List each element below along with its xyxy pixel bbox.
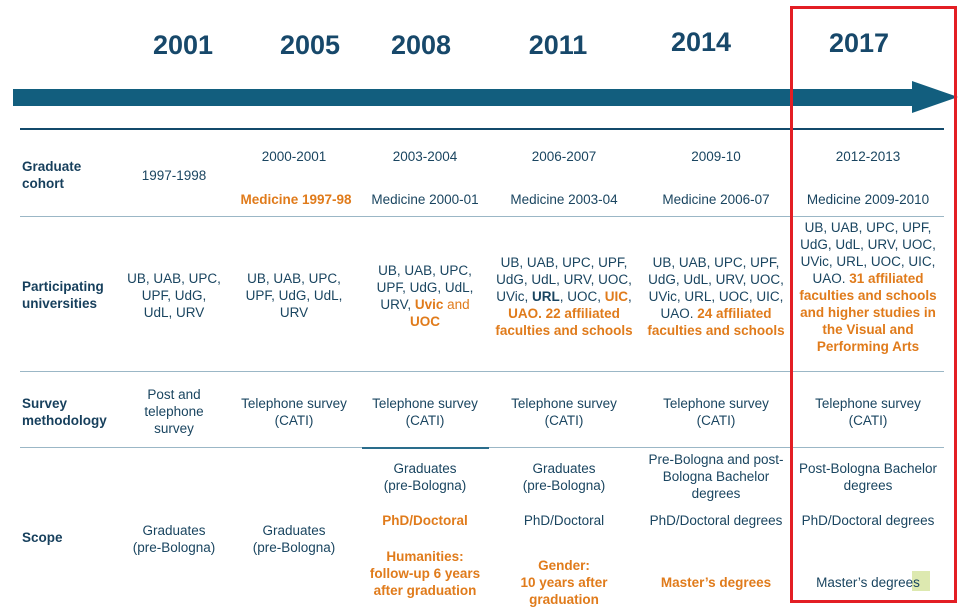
scope-2005: Graduates (pre-Bologna) [252,523,336,555]
methodology-2014: Telephone survey (CATI) [663,396,769,428]
scope-2011-graduates: Graduates (pre-Bologna) [522,461,606,493]
universities-2005: UB, UAB, UPC, UPF, UdG, UdL, URV [245,271,343,320]
row-label-participating-universities: Participating universities [22,279,104,311]
methodology-2017: Telephone survey (CATI) [815,396,921,428]
cohort-2001: 1997-1998 [141,168,207,183]
cohort-2017: 2012-2013 [835,149,901,164]
row-label-graduate-cohort: Graduate cohort [22,159,82,191]
year-2001: 2001 [152,30,214,60]
year-2014: 2014 [670,27,732,57]
cohort-2008: 2003-2004 [392,149,458,164]
cohort-2005: 2000-2001 [261,149,327,164]
scope-2011-gender: Gender: 10 years after graduation [520,558,608,607]
year-2017: 2017 [828,28,890,58]
row-divider-2 [20,371,944,372]
scope-2017-masters: Master’s degrees [816,575,920,590]
timeline-arrow-head [912,81,958,113]
universities-2017: UB, UAB, UPC, UPF, UdG, UdL, URV, UOC, U… [799,220,937,354]
scope-2008-graduates: Graduates (pre-Bologna) [383,461,467,493]
table-top-rule [20,128,944,130]
universities-2011: UB, UAB, UPC, UPF, UdG, UdL, URV, UOC, U… [495,255,633,338]
scope-2001: Graduates (pre-Bologna) [132,523,216,555]
timeline-arrow-shaft [13,89,918,106]
medicine-2008: Medicine 2000-01 [371,192,479,207]
year-2008: 2008 [390,30,452,60]
medicine-2011: Medicine 2003-04 [510,192,618,207]
row-divider-accent [362,447,489,449]
methodology-2011: Telephone survey (CATI) [511,396,617,428]
cohort-2014: 2009-10 [691,149,741,164]
medicine-2017: Medicine 2009-2010 [806,192,930,207]
medicine-2014: Medicine 2006-07 [662,192,770,207]
universities-2008: UB, UAB, UPC, UPF, UdG, UdL, URV, Uvic a… [376,263,474,329]
cell-highlight-marker [912,571,930,591]
medicine-2005: Medicine 1997-98 [240,192,352,207]
cohort-2011: 2006-2007 [531,149,597,164]
scope-2008-humanities: Humanities: follow-up 6 years after gradua… [369,549,481,598]
row-divider-1 [20,216,944,217]
scope-2014-masters: Master’s degrees [660,575,772,590]
methodology-2008: Telephone survey (CATI) [372,396,478,428]
universities-2014: UB, UAB, UPC, UPF, UdG, UdL, URV, UOC, U… [647,255,785,338]
methodology-2005: Telephone survey (CATI) [241,396,347,428]
scope-2011-phd: PhD/Doctoral [523,513,605,528]
scope-2014-bachelor: Pre-Bologna and post- Bologna Bachelor deg… [648,452,784,501]
year-2011: 2011 [528,30,588,60]
scope-2008-phd: PhD/Doctoral [382,513,468,528]
row-label-survey-methodology: Survey methodology [22,396,107,428]
scope-2014-phd: PhD/Doctoral degrees [649,513,783,528]
scope-2017-phd: PhD/Doctoral degrees [801,513,935,528]
row-label-scope: Scope [22,530,63,545]
methodology-2001: Post and telephone survey [144,387,204,436]
universities-2001: UB, UAB, UPC, UPF, UdG, UdL, URV [127,271,221,320]
scope-2017-bachelor: Post-Bologna Bachelor degrees [798,461,938,493]
year-2005: 2005 [279,30,341,60]
highlight-2017-frame [790,6,957,603]
